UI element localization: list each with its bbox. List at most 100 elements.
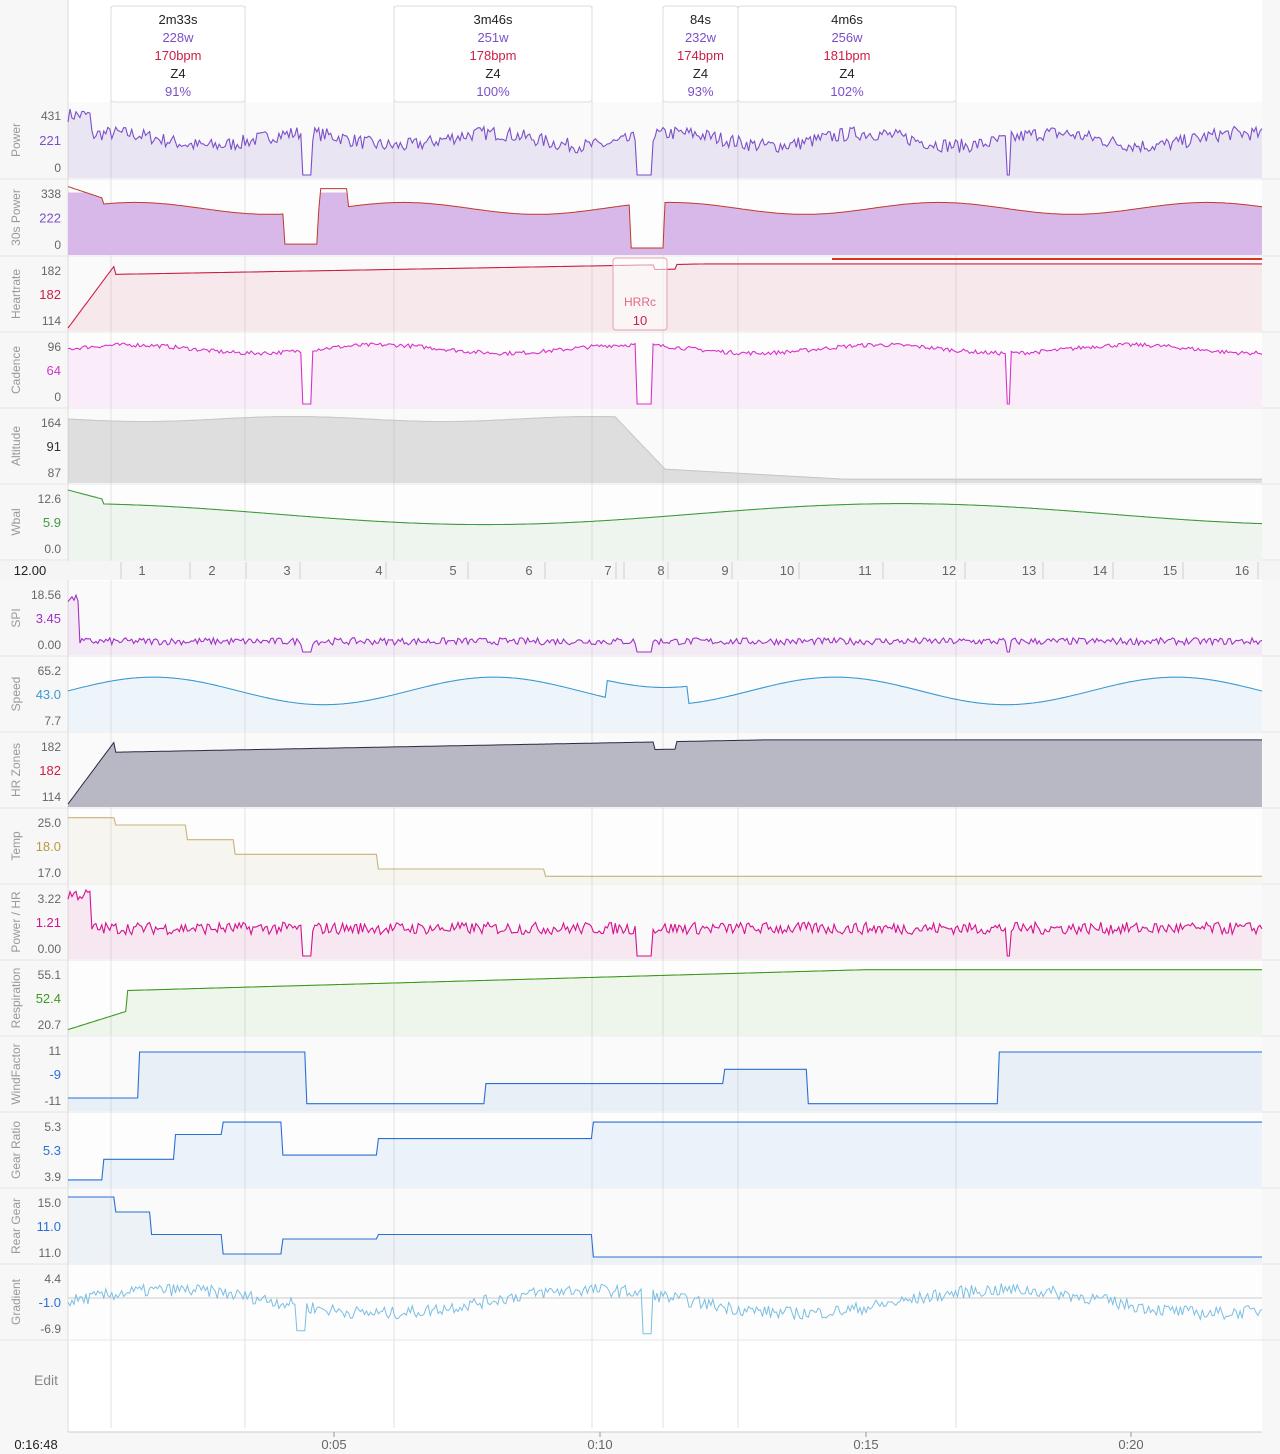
lap-3[interactable]: 3 xyxy=(283,563,290,578)
panel-labels: Power 431 221 0 30s Power 338 222 0 Heartrate 182… xyxy=(9,109,61,1336)
panel-bg xyxy=(68,657,1262,731)
panel-name-10: Power / HR xyxy=(9,891,23,953)
lap-bar-bg xyxy=(0,561,1280,580)
panel-name-13: Gear Ratio xyxy=(9,1121,23,1179)
rear-gear-area xyxy=(68,1197,1262,1263)
speed-area xyxy=(68,677,1262,731)
panel-min-4: 87 xyxy=(48,466,62,480)
panel-current-6: 3.45 xyxy=(36,611,61,626)
interval-box-bg[interactable] xyxy=(110,5,246,103)
power30s-zone5-area xyxy=(68,192,1262,255)
rear-gear-line xyxy=(68,1196,1262,1258)
spi-line xyxy=(67,593,1263,653)
interval-box-bg[interactable] xyxy=(737,5,957,103)
panel-bg xyxy=(68,1037,1262,1111)
panel-min-14: 11.0 xyxy=(39,1246,62,1260)
panel-min-0: 0 xyxy=(54,161,61,175)
interval-box[interactable]: 4m6s 256w 181bpm Z4 102% xyxy=(737,5,957,103)
panel-max-12: 11 xyxy=(49,1044,62,1058)
panel-name-14: Rear Gear xyxy=(9,1198,23,1254)
lap-7[interactable]: 7 xyxy=(604,563,611,578)
time-tick-label: 0:15 xyxy=(853,1437,878,1452)
windfactor-area xyxy=(68,1052,1262,1111)
lap-5[interactable]: 5 xyxy=(449,563,456,578)
panel-max-9: 25.0 xyxy=(38,816,62,830)
panel-name-11: Respiration xyxy=(9,968,23,1029)
lap-12[interactable]: 12 xyxy=(942,563,956,578)
panel-bg xyxy=(68,409,1262,483)
lap-14[interactable]: 14 xyxy=(1093,563,1107,578)
interval-power: 251w xyxy=(477,30,509,45)
time-tick-label: 0:10 xyxy=(587,1437,612,1452)
cadence-area xyxy=(68,342,1262,407)
lap-bar[interactable]: 12.00 1 2 3 4 5 6 7 8 9 10 11 12 13 14 15 16 xyxy=(0,561,1280,580)
gradient-line xyxy=(67,1282,1263,1335)
panel-min-10: 0.00 xyxy=(38,942,62,956)
panel-min-8: 114 xyxy=(42,790,61,804)
interval-pct: 102% xyxy=(830,84,864,99)
lap-10[interactable]: 10 xyxy=(780,563,794,578)
panel-bg xyxy=(68,961,1262,1035)
lap-2[interactable]: 2 xyxy=(208,563,215,578)
lap-15[interactable]: 15 xyxy=(1163,563,1177,578)
lap-13[interactable]: 13 xyxy=(1022,563,1036,578)
panel-current-4: 91 xyxy=(47,439,61,454)
power-area xyxy=(68,109,1262,178)
panel-bg xyxy=(68,1113,1262,1187)
panel-max-3: 96 xyxy=(48,340,62,354)
hrrc-label: HRRc xyxy=(624,295,656,309)
interval-box[interactable]: 84s 232w 174bpm Z4 93% xyxy=(662,5,739,103)
hrrc-box[interactable] xyxy=(612,257,668,331)
panel-min-13: 3.9 xyxy=(44,1170,61,1184)
lap-4[interactable]: 4 xyxy=(375,563,382,578)
lap-6[interactable]: 6 xyxy=(525,563,532,578)
panel-name-12: WindFactor xyxy=(9,1043,23,1104)
panel-min-15: -6.9 xyxy=(40,1322,61,1336)
interval-hr: 181bpm xyxy=(824,48,871,63)
wbal-area xyxy=(68,490,1262,559)
interval-zone: Z4 xyxy=(170,66,185,81)
edit-button[interactable]: Edit xyxy=(34,1372,58,1388)
panel-min-11: 20.7 xyxy=(38,1018,62,1032)
interval-duration: 4m6s xyxy=(831,12,863,27)
windfactor-line xyxy=(68,1051,1262,1105)
interval-duration: 3m46s xyxy=(473,12,513,27)
temp-line xyxy=(68,817,1262,877)
interval-pct: 100% xyxy=(476,84,510,99)
panel-max-8: 182 xyxy=(41,740,61,754)
panel-current-9: 18.0 xyxy=(36,839,61,854)
panel-name-5: Wbal xyxy=(9,508,23,535)
panel-name-0: Power xyxy=(9,123,23,157)
panel-name-15: Gradient xyxy=(9,1278,23,1325)
panel-min-3: 0 xyxy=(54,390,61,404)
time-axis: 0:16:48 0:05 0:10 0:15 0:20 xyxy=(14,1431,1262,1452)
lap-1[interactable]: 1 xyxy=(138,563,145,578)
time-tick-label: 0:20 xyxy=(1118,1437,1143,1452)
lap-16[interactable]: 16 xyxy=(1235,563,1249,578)
misc[interactable]: HRRc 1 0 Edit xyxy=(34,257,668,1388)
panel-name-7: Speed xyxy=(9,677,23,712)
interval-boxes[interactable]: 2m33s 228w 170bpm Z4 91% 3m46s 251w 178bpm Z4 100… xyxy=(110,5,957,103)
interval-hr: 178bpm xyxy=(470,48,517,63)
interval-power: 256w xyxy=(831,30,863,45)
panel-current-10: 1.21 xyxy=(36,915,61,930)
panel-current-12: -9 xyxy=(49,1067,61,1082)
cursor-time: 0:16:48 xyxy=(14,1437,57,1452)
respiration-line xyxy=(67,969,1262,1031)
interval-box[interactable]: 3m46s 251w 178bpm Z4 100% xyxy=(393,5,593,103)
lap-8[interactable]: 8 xyxy=(657,563,664,578)
panel-min-6: 0.00 xyxy=(38,638,62,652)
lap-11[interactable]: 11 xyxy=(858,563,872,578)
panel-current-0: 221 xyxy=(39,133,61,148)
time-tick-label: 0:05 xyxy=(321,1437,346,1452)
panel-current-8: 182 xyxy=(39,763,61,778)
interval-box[interactable]: 2m33s 228w 170bpm Z4 91% xyxy=(110,5,246,103)
respiration-area xyxy=(68,969,1262,1035)
panel-max-13: 5.3 xyxy=(44,1120,61,1134)
interval-hr: 174bpm xyxy=(677,48,724,63)
panel-current-14: 11.0 xyxy=(37,1219,61,1234)
lap-9[interactable]: 9 xyxy=(721,563,728,578)
interval-box-bg[interactable] xyxy=(393,5,593,103)
panel-name-3: Cadence xyxy=(9,346,23,394)
